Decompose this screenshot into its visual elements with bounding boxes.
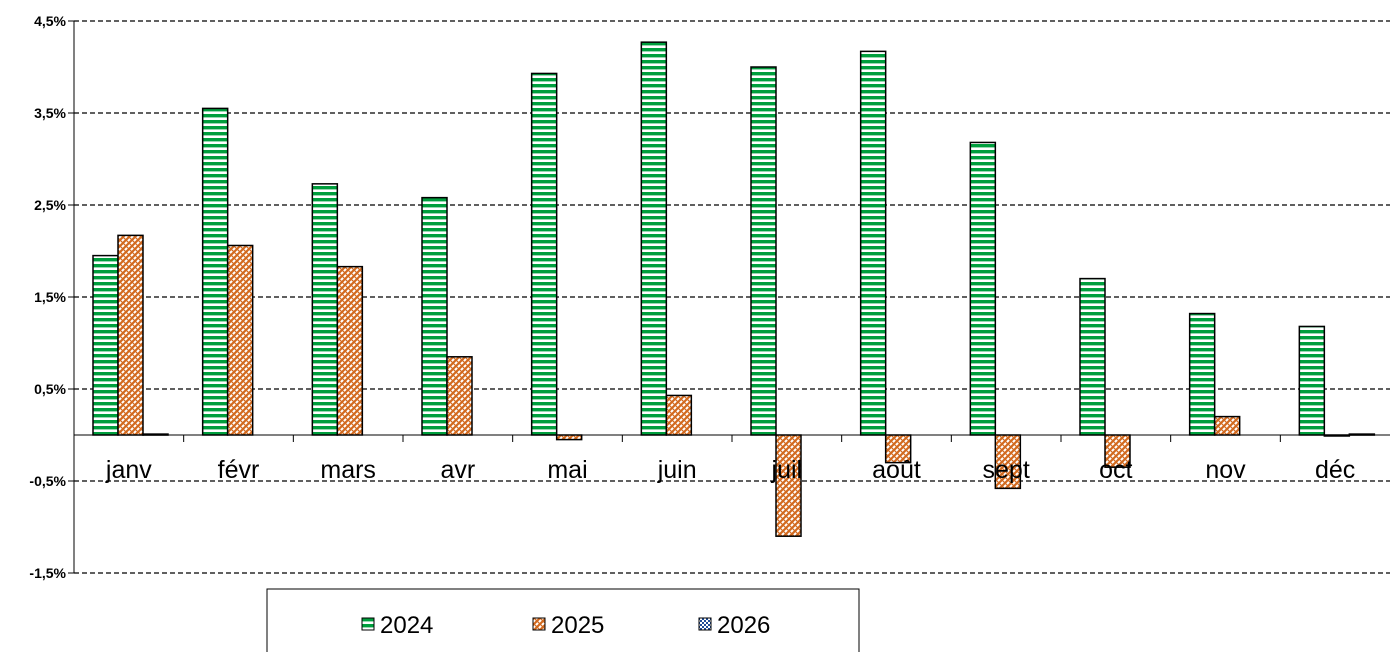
y-tick-label: 1,5% — [34, 289, 66, 305]
x-category-label: janv — [105, 456, 152, 484]
y-tick-label: 3,5% — [34, 105, 66, 121]
legend-swatch-2026 — [698, 617, 712, 631]
bar-2025-juin — [665, 394, 693, 436]
bar-2024-août — [859, 50, 887, 436]
gridlines — [74, 20, 1390, 574]
bar-2024-oct — [1079, 277, 1106, 436]
labels: 4,5% 3,5% 2,5% 1,5% 0,5% -0,5% -1,5% janv févr ma… — [29, 13, 1355, 581]
bar-2025-janv — [117, 234, 144, 436]
y-tick-label: -0,5% — [29, 473, 66, 489]
y-tick-label: 0,5% — [34, 381, 66, 397]
bar-2025-sept — [994, 434, 1022, 490]
legend-label-2024: 2024 — [380, 612, 433, 639]
bar-2024-juin — [640, 41, 668, 436]
bars — [92, 41, 1376, 537]
bar-2026-janv — [142, 433, 169, 436]
x-category-label: sept — [983, 456, 1030, 484]
legend-label-2026: 2026 — [717, 612, 770, 639]
y-tick-label: 4,5% — [34, 13, 66, 29]
bar-2026-déc — [1348, 433, 1376, 436]
bar-2025-avr — [446, 356, 473, 436]
bar-2024-déc — [1298, 325, 1326, 436]
x-category-label: juil — [771, 456, 803, 484]
x-category-label: août — [872, 456, 921, 484]
bar-2025-juil — [775, 434, 802, 537]
x-category-label: févr — [218, 456, 260, 484]
bar-2025-déc — [1323, 434, 1351, 437]
bar-2024-juil — [750, 66, 777, 436]
legend-swatch-2025 — [532, 617, 546, 631]
x-category-label: juin — [657, 456, 697, 484]
x-category-label: déc — [1315, 456, 1355, 484]
x-category-label: mai — [547, 456, 587, 484]
y-tick-label: -1,5% — [29, 565, 66, 581]
bar-2024-janv — [92, 254, 119, 436]
bar-2025-févr — [226, 244, 254, 436]
bar-2025-mai — [555, 434, 583, 441]
bar-2024-nov — [1188, 312, 1216, 436]
bar-2024-mai — [530, 72, 558, 436]
bar-2025-nov — [1213, 415, 1241, 436]
bar-2025-août — [884, 434, 912, 464]
bar-2024-avr — [421, 196, 448, 436]
x-category-label: oct — [1099, 456, 1132, 484]
bar-2025-oct — [1104, 434, 1131, 468]
y-tick-label: 2,5% — [34, 197, 66, 213]
x-category-label: nov — [1205, 456, 1246, 484]
axes — [68, 20, 1390, 574]
bar-2025-mars — [336, 265, 364, 436]
bar-2024-sept — [969, 141, 997, 436]
bar-2024-mars — [311, 183, 339, 436]
legend-swatch-2024 — [361, 617, 375, 631]
bar-2024-févr — [201, 107, 229, 436]
legend: 2024 2025 2026 — [266, 588, 860, 652]
x-category-label: mars — [320, 456, 376, 484]
legend-label-2025: 2025 — [551, 612, 604, 639]
x-category-label: avr — [440, 456, 475, 484]
